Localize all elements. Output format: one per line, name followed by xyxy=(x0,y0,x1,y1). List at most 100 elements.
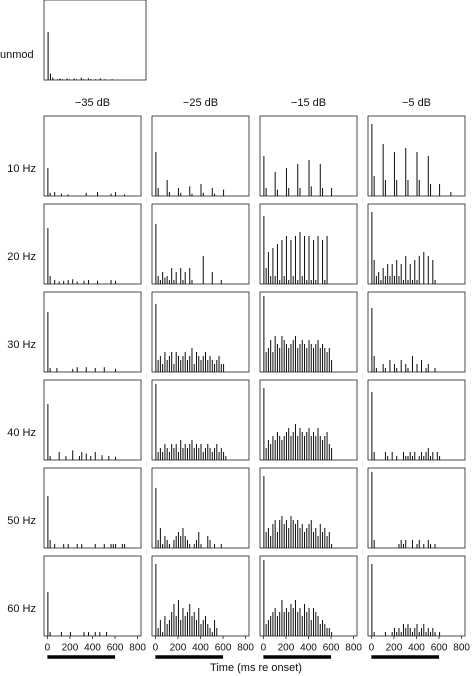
histogram-bar xyxy=(189,444,191,460)
histogram-bar xyxy=(288,428,290,460)
histogram-bar xyxy=(94,544,96,548)
histogram-bar xyxy=(168,544,170,548)
histogram-bar xyxy=(439,632,441,636)
histogram-bar xyxy=(54,280,56,284)
histogram-bar xyxy=(371,564,373,636)
histogram-bar xyxy=(414,628,416,636)
histogram-bar xyxy=(198,608,200,636)
histogram-bar xyxy=(283,340,285,372)
histogram-bar xyxy=(427,628,429,636)
histogram-bar xyxy=(407,624,409,636)
histogram-bar xyxy=(270,340,272,372)
histogram-bar xyxy=(324,436,326,460)
histogram-bar xyxy=(200,544,202,548)
histogram-bar xyxy=(281,600,283,636)
histogram-bar xyxy=(177,452,179,460)
histogram-bar xyxy=(317,236,319,284)
histogram-bar xyxy=(310,186,312,196)
histogram-bar xyxy=(191,348,193,372)
histogram-bar xyxy=(303,436,306,460)
histogram-bar xyxy=(414,452,416,460)
histogram-bar xyxy=(216,628,218,636)
histogram-bar xyxy=(400,540,402,548)
histogram-bar xyxy=(274,172,276,196)
histogram-bar xyxy=(186,360,188,372)
histogram-bar xyxy=(47,32,49,80)
histogram-bar xyxy=(434,632,436,636)
histogram-bar xyxy=(270,444,272,460)
histogram-bar xyxy=(198,532,200,548)
histogram-bar xyxy=(409,452,411,460)
histogram-bar xyxy=(317,536,319,548)
histogram-bar xyxy=(195,444,198,460)
histogram-bar xyxy=(434,544,436,548)
histogram-bar xyxy=(405,364,407,372)
histogram-bar xyxy=(272,436,274,460)
histogram-bar xyxy=(402,452,404,460)
histogram-bar xyxy=(326,236,328,284)
histogram-bar xyxy=(101,455,103,460)
histogram-bar xyxy=(157,452,159,460)
histogram-bar xyxy=(315,344,317,372)
histogram-bar xyxy=(180,536,182,548)
histogram-bar xyxy=(223,189,225,196)
histogram-bar xyxy=(283,524,285,548)
histogram-bar xyxy=(63,280,65,284)
histogram-bar xyxy=(294,524,296,548)
histogram-bar xyxy=(276,344,278,372)
histogram-bar xyxy=(57,79,59,80)
histogram-bar xyxy=(193,544,195,548)
histogram-bar xyxy=(389,360,391,372)
histogram-bar xyxy=(301,524,303,548)
histogram-bar xyxy=(310,520,312,548)
histogram-bar xyxy=(207,624,209,636)
histogram-bar xyxy=(49,632,51,636)
histogram-bar xyxy=(220,364,222,372)
histogram-bar xyxy=(73,78,75,80)
histogram-bar xyxy=(164,616,166,636)
histogram-bar xyxy=(103,367,105,372)
histogram-bar xyxy=(209,540,211,548)
histogram-bar xyxy=(396,632,398,636)
histogram-bar xyxy=(315,436,317,460)
histogram-bar xyxy=(391,632,393,636)
histogram-bar xyxy=(274,276,276,284)
histogram-bar xyxy=(310,280,312,284)
histogram-bar xyxy=(371,124,373,196)
row-label: 10 Hz xyxy=(7,163,36,175)
histogram-bar xyxy=(292,520,294,548)
histogram-bar xyxy=(436,452,438,460)
histogram-bar xyxy=(54,544,56,548)
histogram-bar xyxy=(387,264,389,284)
histogram-bar xyxy=(90,456,92,460)
histogram-bar xyxy=(423,544,425,548)
x-tick-label: 0 xyxy=(261,643,267,654)
histogram-bar xyxy=(331,360,333,372)
histogram-bar xyxy=(402,280,404,284)
histogram-bar xyxy=(274,336,276,372)
histogram-bar xyxy=(263,476,265,548)
histogram-bar xyxy=(384,632,386,636)
histogram-bar xyxy=(207,536,209,548)
histogram-bar xyxy=(434,368,436,372)
histogram-bar xyxy=(49,192,51,196)
histogram-bar xyxy=(407,180,409,196)
histogram-bar xyxy=(380,280,382,284)
column-label: −35 dB xyxy=(75,97,110,109)
histogram-bar xyxy=(418,180,420,196)
panel-frame xyxy=(43,115,142,197)
histogram-bar xyxy=(396,180,398,196)
histogram-bar xyxy=(157,360,159,372)
histogram-bar xyxy=(418,456,420,460)
histogram-bar xyxy=(209,628,211,636)
histogram-bar xyxy=(310,436,312,460)
histogram-bar xyxy=(373,176,375,196)
histogram-bar xyxy=(384,276,386,284)
histogram-bar xyxy=(308,340,310,372)
histogram-bar xyxy=(306,348,308,372)
histogram-bar xyxy=(200,444,202,460)
histogram-bar xyxy=(205,352,207,372)
histogram-bar xyxy=(173,448,175,460)
histogram-bar xyxy=(97,280,99,284)
